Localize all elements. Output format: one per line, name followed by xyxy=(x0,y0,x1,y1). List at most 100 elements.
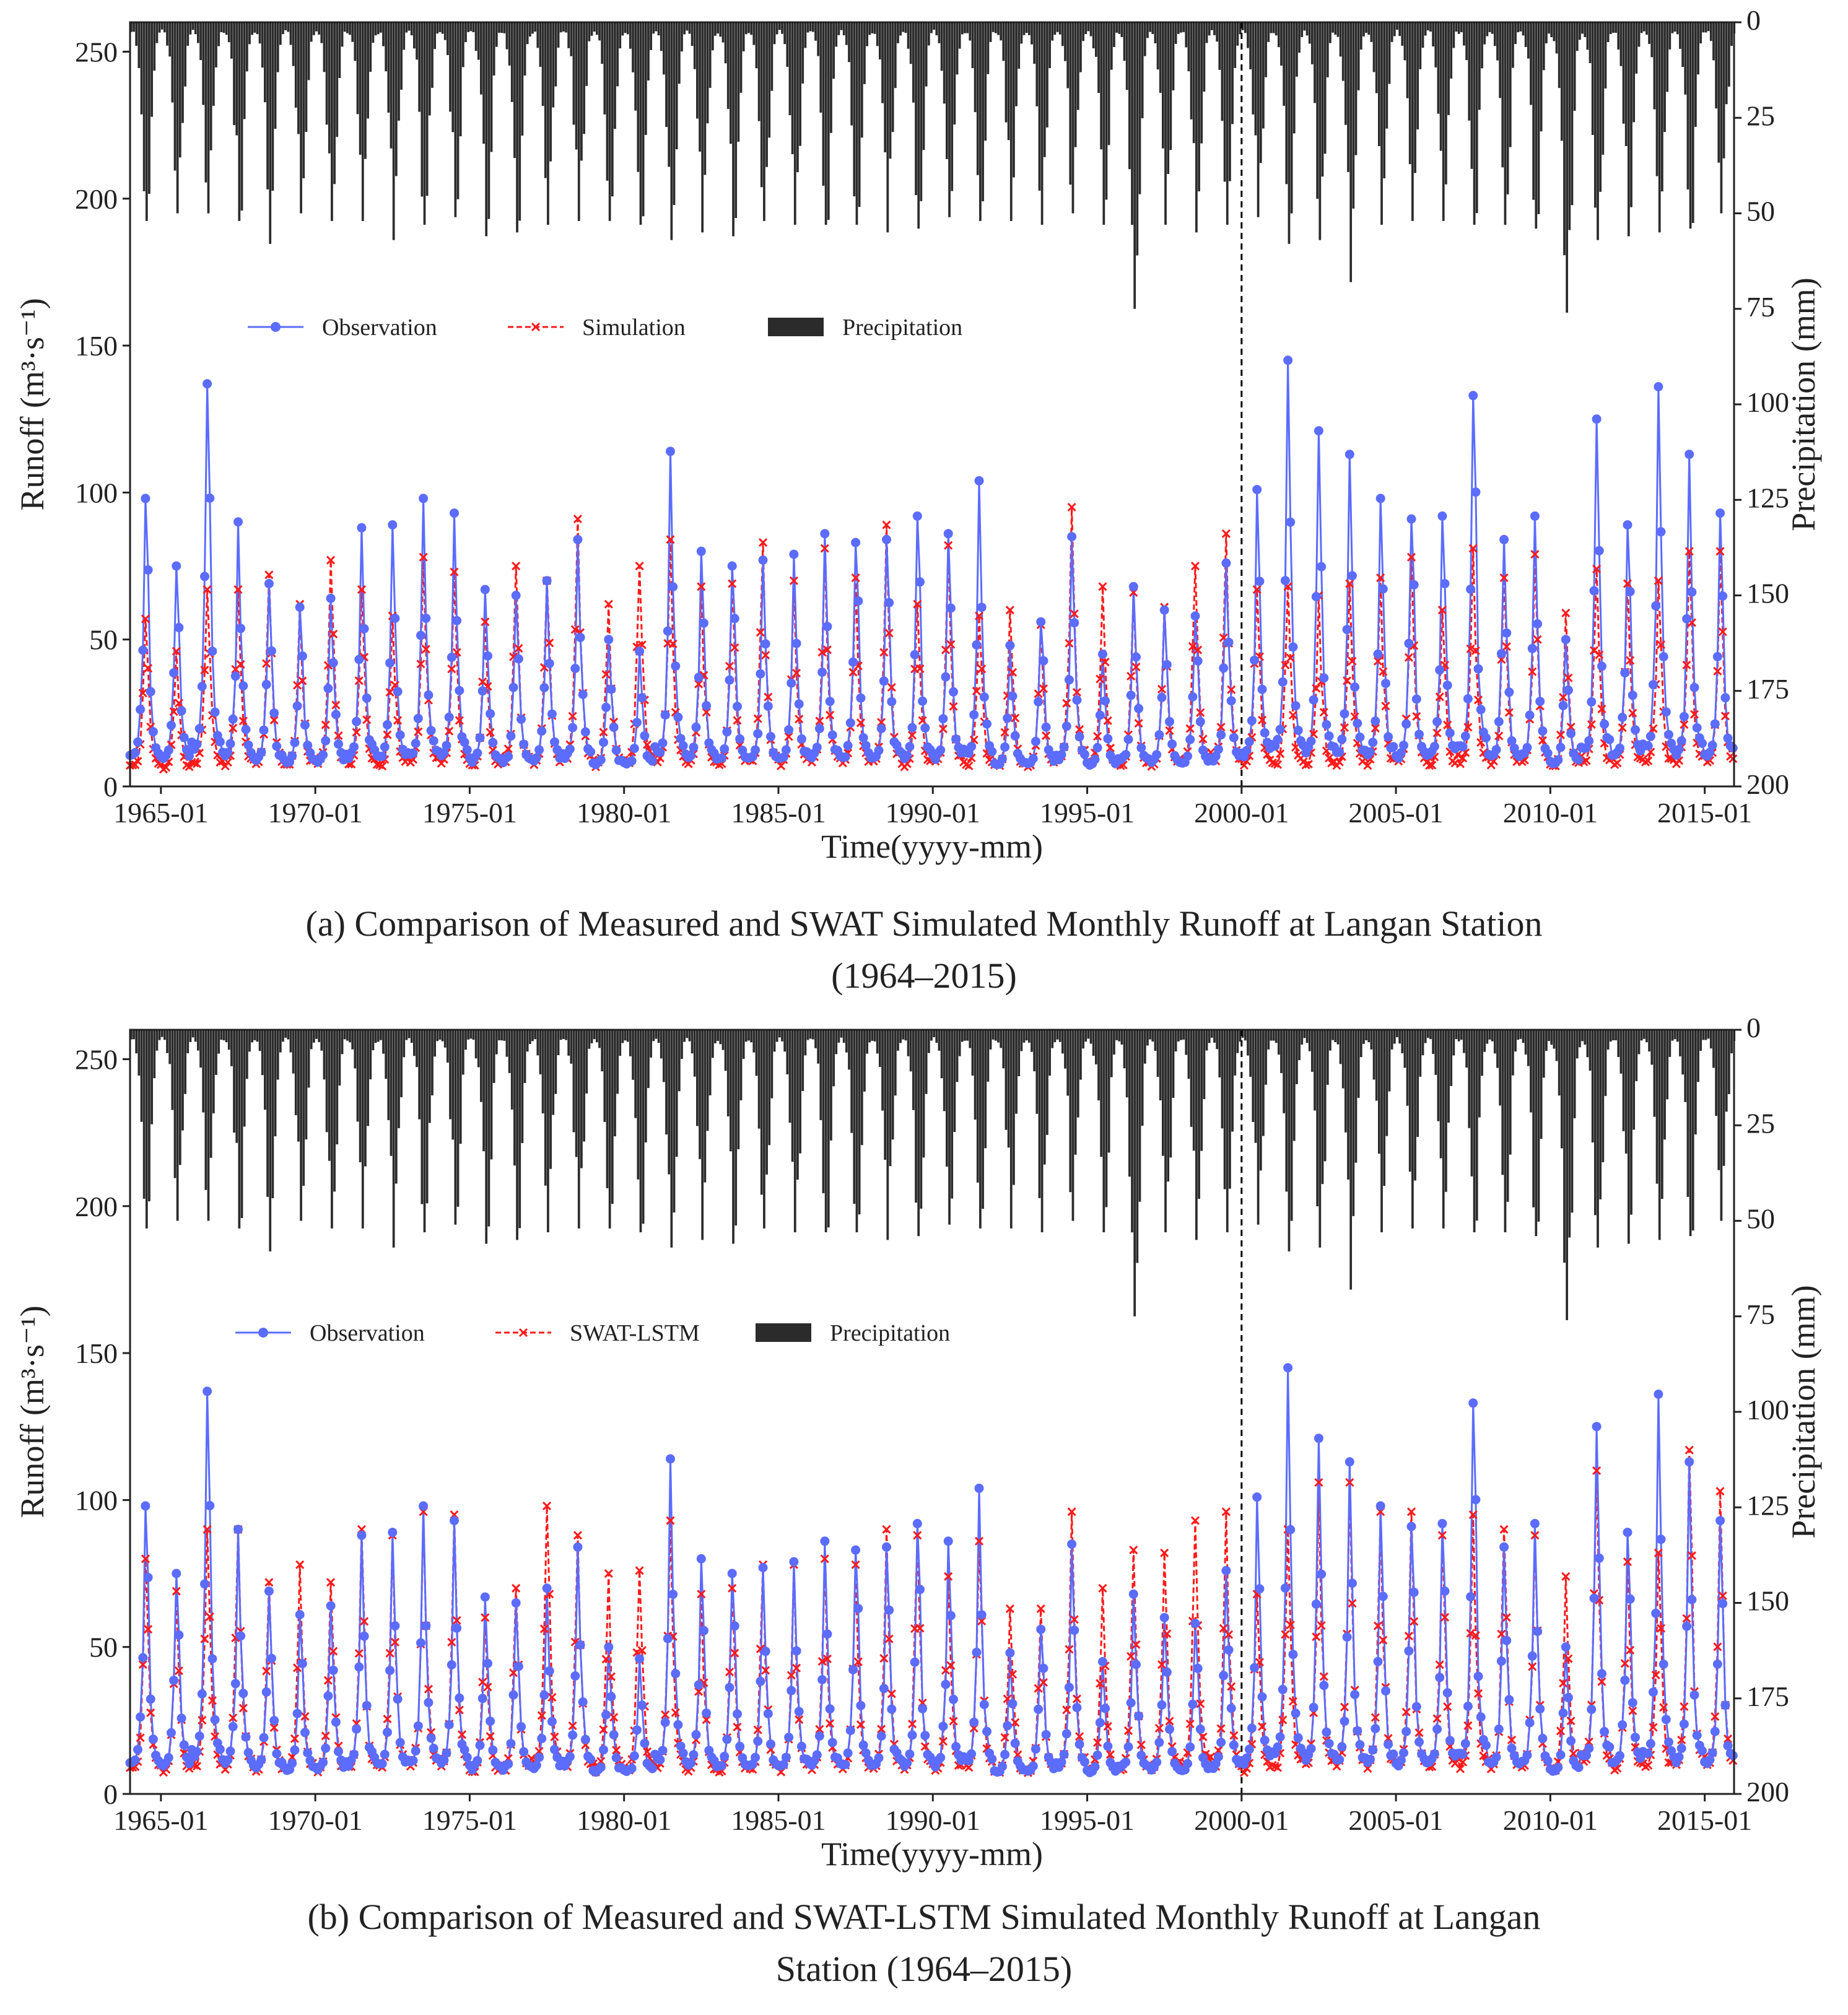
observation-point xyxy=(879,676,889,686)
observation-point xyxy=(303,1748,313,1757)
precip-bar xyxy=(663,1030,665,1082)
precip-bar xyxy=(1602,22,1605,155)
precip-bar xyxy=(1025,22,1028,33)
observation-point xyxy=(632,1725,642,1735)
precip-bar xyxy=(1637,1030,1641,1055)
precip-bar xyxy=(1542,22,1545,71)
observation-point xyxy=(452,616,462,625)
observation-point xyxy=(1574,755,1584,765)
precip-bar xyxy=(714,1030,717,1043)
observation-point xyxy=(720,744,730,754)
precip-bar xyxy=(1597,1030,1599,1248)
observation-point xyxy=(1070,618,1079,628)
precip-bar xyxy=(969,22,972,41)
simulation-point xyxy=(1257,715,1267,725)
precip-bar xyxy=(1468,1030,1471,1128)
precip-bar xyxy=(1506,22,1509,194)
precip-bar xyxy=(1128,22,1131,170)
observation-point xyxy=(169,668,179,678)
simulation-point xyxy=(887,682,896,692)
precip-bar xyxy=(1190,22,1193,120)
precip-bar xyxy=(1000,22,1003,41)
precip-bar xyxy=(1334,1030,1337,1042)
observation-point xyxy=(1319,673,1329,683)
precip-bar xyxy=(876,1030,879,1054)
precip-bar xyxy=(140,22,143,115)
precip-bar xyxy=(1470,22,1473,169)
y2-tick-label: 25 xyxy=(1746,100,1775,131)
simulation-point xyxy=(1348,1599,1357,1608)
precip-bar xyxy=(503,22,506,33)
simulation-point xyxy=(1592,1466,1602,1475)
observation-point xyxy=(586,747,596,757)
observation-point xyxy=(1435,1673,1445,1682)
precip-bar xyxy=(240,22,243,211)
precip-bar xyxy=(1398,22,1401,37)
precip-bar xyxy=(902,1030,905,1040)
precip-bar xyxy=(1079,1030,1082,1080)
observation-point xyxy=(460,1745,469,1755)
simulation-point xyxy=(1538,736,1547,745)
simulation-point xyxy=(362,715,372,725)
observation-point xyxy=(604,1642,614,1652)
observation-point xyxy=(1244,737,1254,747)
precip-bar xyxy=(791,22,794,155)
precip-bar xyxy=(354,22,357,61)
observation-point xyxy=(326,1601,336,1611)
simulation-point xyxy=(1196,708,1205,717)
precip-bar xyxy=(1007,1030,1010,1148)
precip-bar xyxy=(1488,1030,1491,1040)
y2-tick-label: 175 xyxy=(1746,673,1789,705)
precip-bar xyxy=(238,1030,241,1229)
observation-point xyxy=(814,1731,824,1741)
simulation-point xyxy=(329,1647,338,1656)
observation-point xyxy=(580,1734,590,1744)
y-tick-label: 250 xyxy=(75,36,118,67)
precip-bar xyxy=(1033,22,1036,64)
precip-bar xyxy=(912,1030,915,1110)
observation-point xyxy=(596,755,606,765)
observation-point xyxy=(1280,576,1290,586)
precip-bar xyxy=(158,1030,161,1040)
precip-bar xyxy=(1411,22,1414,221)
precip-bar xyxy=(1013,1030,1015,1185)
observation-point xyxy=(318,750,328,760)
precip-bar xyxy=(1396,22,1398,30)
precip-bar xyxy=(498,22,500,33)
precip-bar xyxy=(359,1030,362,1162)
simulation-point xyxy=(545,638,554,648)
precip-bar xyxy=(1316,1030,1319,1207)
observation-point xyxy=(167,1728,176,1738)
simulation-point xyxy=(1682,660,1691,669)
observation-point xyxy=(1275,725,1285,734)
observation-point xyxy=(539,1691,549,1700)
precip-bar xyxy=(1236,22,1239,46)
precip-bar xyxy=(459,1030,462,1144)
observation-point xyxy=(290,738,300,747)
observation-point xyxy=(1154,1738,1164,1747)
simulation-point xyxy=(1566,1717,1576,1726)
observation-point xyxy=(1502,1635,1512,1645)
observation-point xyxy=(733,1709,742,1719)
precip-bar xyxy=(1283,1030,1286,1113)
precip-bar xyxy=(1439,1030,1442,1159)
precip-bar xyxy=(606,22,609,181)
simulation-point xyxy=(764,692,773,702)
observation-point xyxy=(663,1634,673,1643)
observation-point xyxy=(1095,1718,1105,1728)
precip-bar xyxy=(235,1030,238,1143)
observation-point xyxy=(946,1611,956,1621)
precip-bar xyxy=(814,22,817,41)
observation-point xyxy=(511,1598,521,1608)
simulation-point xyxy=(1455,759,1465,768)
precip-bar xyxy=(701,22,704,233)
simulation-point xyxy=(144,664,153,673)
precip-bar xyxy=(1512,1030,1514,1076)
precip-bar xyxy=(428,22,431,116)
precip-bar xyxy=(891,1030,894,1140)
simulation-point xyxy=(136,1733,145,1743)
precip-bar xyxy=(1478,1030,1481,1118)
precip-bar xyxy=(681,22,683,52)
precip-bar xyxy=(1380,1030,1383,1233)
observation-point xyxy=(568,1730,578,1740)
